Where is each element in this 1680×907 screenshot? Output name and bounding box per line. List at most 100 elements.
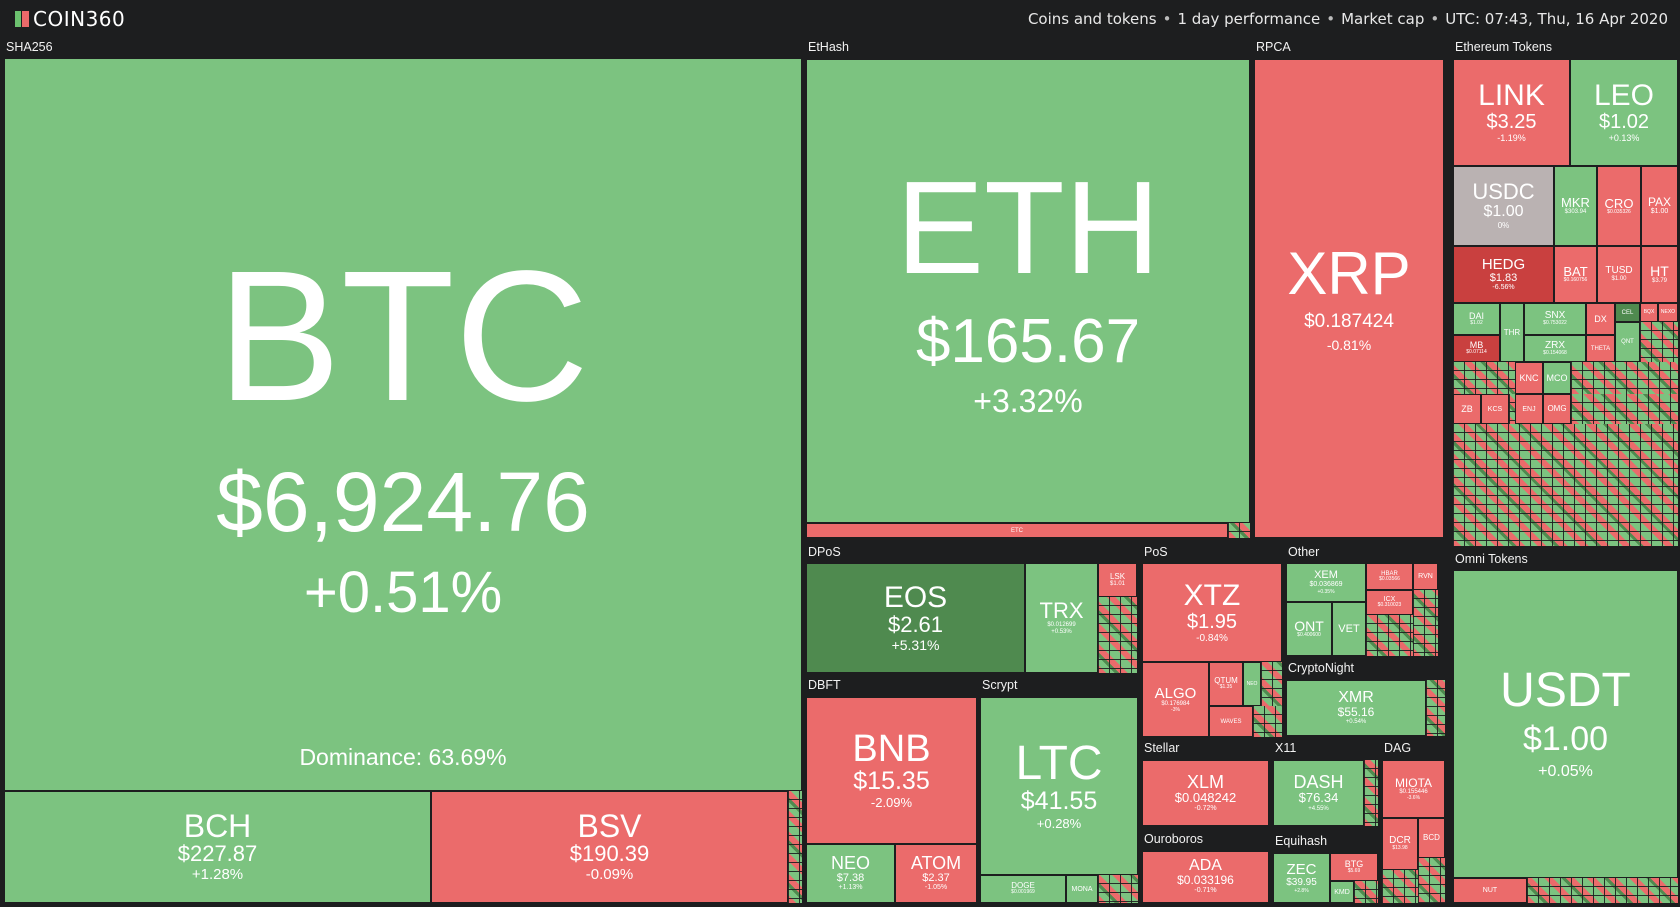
coin-price: $3.79 [1651, 278, 1667, 285]
tile-icx[interactable]: ICX $0.310023 [1366, 590, 1413, 615]
small-coins-other-b[interactable] [1366, 615, 1413, 656]
coin-symbol: VET [1338, 622, 1360, 635]
tile-dx[interactable]: DX [1586, 303, 1615, 335]
small-coins-omni[interactable] [1527, 878, 1678, 903]
small-coins-dpos[interactable] [1098, 597, 1137, 673]
small-coins-pos-a[interactable] [1261, 662, 1282, 706]
coin360-logo[interactable]: COIN360 [15, 7, 125, 31]
tile-usdc[interactable]: USDC $1.00 0% [1453, 166, 1554, 246]
small-coins-other-a[interactable] [1413, 590, 1438, 656]
small-coins-dag-a[interactable] [1418, 858, 1445, 903]
tile-eth[interactable]: ETH $165.67 +3.32% [806, 59, 1250, 523]
tile-algo[interactable]: ALGO $0.176984 -3% [1142, 662, 1209, 737]
small-coins-dag-b[interactable] [1382, 870, 1418, 903]
small-coins-scrypt[interactable] [1098, 875, 1138, 903]
small-coins-eth-tokens-e[interactable] [1571, 394, 1678, 424]
tile-mona[interactable]: MONA [1066, 875, 1098, 903]
tile-btc[interactable]: BTC $6,924.76 +0.51% Dominance: 63.69% [4, 58, 802, 791]
tile-xtz[interactable]: XTZ $1.95 -0.84% [1142, 563, 1282, 662]
tile-trx[interactable]: TRX $0.012699 +0.53% [1025, 563, 1098, 673]
tile-neo-pos[interactable]: NEO [1243, 662, 1261, 706]
tile-kcs[interactable]: KCS [1481, 394, 1509, 424]
tile-tusd[interactable]: TUSD $1.00 [1597, 246, 1641, 303]
tile-leo[interactable]: LEO $1.02 +0.13% [1570, 59, 1678, 166]
coin-symbol: MCO [1546, 372, 1568, 383]
coin-symbol: XTZ [1183, 578, 1241, 612]
small-coins-cryptonight[interactable] [1426, 680, 1445, 736]
coin-price: $1.35 [1219, 684, 1233, 691]
tile-zrx[interactable]: ZRX $0.154068 [1524, 335, 1586, 362]
tile-usdt[interactable]: USDT $1.00 +0.05% [1453, 570, 1678, 878]
tile-bat[interactable]: BAT $0.160756 [1554, 246, 1597, 303]
tile-zb[interactable]: ZB [1453, 394, 1481, 424]
tile-thr[interactable]: THR [1500, 303, 1524, 362]
tile-ont[interactable]: ONT $0.400600 [1286, 602, 1332, 656]
small-coins-x11[interactable] [1364, 760, 1378, 826]
tile-zec[interactable]: ZEC $39.95 +2.8% [1273, 853, 1330, 903]
tile-miota[interactable]: MIOTA $0.155446 -3.6% [1382, 760, 1445, 818]
coin-change: +0.51% [303, 560, 503, 626]
tile-theta[interactable]: THETA [1586, 335, 1615, 362]
tile-nut[interactable]: NUT [1453, 878, 1527, 903]
tile-waves[interactable]: WAVES [1209, 706, 1253, 737]
tile-bnb[interactable]: BNB $15.35 -2.09% [806, 697, 977, 844]
tile-etc[interactable]: ETC [806, 523, 1228, 538]
small-coins-eth-tokens-b[interactable] [1453, 362, 1515, 394]
tile-doge[interactable]: DOGE $0.001969 [980, 875, 1066, 903]
tile-mco[interactable]: MCO [1543, 362, 1571, 394]
tile-xrp[interactable]: XRP $0.187424 -0.81% [1254, 59, 1444, 538]
tile-dcr[interactable]: DCR $13.98 [1382, 818, 1418, 870]
separator-dot: • [1430, 9, 1440, 28]
tile-hedg[interactable]: HEDG $1.83 -6.56% [1453, 246, 1554, 303]
small-coins-sha256[interactable] [788, 791, 802, 903]
tile-enj[interactable]: ENJ [1515, 394, 1543, 424]
small-coins-equihash[interactable] [1354, 881, 1378, 903]
tile-pax[interactable]: PAX $1.00 [1641, 166, 1678, 246]
tile-xlm[interactable]: XLM $0.048242 -0.72% [1142, 760, 1269, 826]
tile-ada[interactable]: ADA $0.033196 -0.71% [1142, 851, 1269, 903]
coin-price: $13.98 [1392, 845, 1408, 852]
coin-symbol: WAVES [1220, 718, 1242, 725]
tile-cel[interactable]: CEL [1615, 303, 1640, 322]
tile-xmr[interactable]: XMR $55.16 +0.54% [1286, 680, 1426, 736]
tile-vet[interactable]: VET [1332, 602, 1366, 656]
tile-btg[interactable]: BTG $5.69 [1330, 853, 1378, 881]
coin-change: +0.28% [1036, 815, 1082, 831]
tile-ht[interactable]: HT $3.79 [1641, 246, 1678, 303]
tile-mkr[interactable]: MKR $303.94 [1554, 166, 1597, 246]
small-coins-ethash[interactable] [1228, 523, 1250, 538]
tile-atom[interactable]: ATOM $2.37 -1.05% [895, 844, 977, 903]
tile-knc[interactable]: KNC [1515, 362, 1543, 394]
tile-nexo[interactable]: NEXO [1658, 303, 1678, 322]
small-coins-eth-tokens-a[interactable] [1640, 322, 1678, 362]
tile-cro[interactable]: CRO $0.035326 [1597, 166, 1641, 246]
filter-period[interactable]: 1 day performance [1177, 9, 1321, 28]
tile-bqx[interactable]: BQX [1640, 303, 1658, 322]
tile-qnt[interactable]: QNT [1615, 322, 1640, 362]
small-coins-eth-tokens-f[interactable] [1453, 424, 1678, 546]
tile-lsk[interactable]: LSK $1.01 [1098, 563, 1137, 597]
tile-ltc[interactable]: LTC $41.55 +0.28% [980, 697, 1138, 875]
tile-bsv[interactable]: BSV $190.39 -0.09% [431, 791, 788, 903]
tile-rvn[interactable]: RVN [1413, 563, 1438, 590]
tile-hbar[interactable]: HBAR $0.03566 [1366, 563, 1413, 590]
tile-bch[interactable]: BCH $227.87 +1.28% [4, 791, 431, 903]
tile-qtum[interactable]: QTUM $1.35 [1209, 662, 1243, 706]
tile-dai[interactable]: DAI $1.02 [1453, 303, 1500, 335]
tile-eos[interactable]: EOS $2.61 +5.31% [806, 563, 1025, 673]
tile-omg[interactable]: OMG [1543, 394, 1571, 424]
coin-change: -0.84% [1196, 632, 1228, 644]
tile-neo[interactable]: NEO $7.38 +1.13% [806, 844, 895, 903]
tile-kmd[interactable]: KMD [1330, 881, 1354, 903]
small-coins-eth-tokens-c[interactable] [1571, 362, 1678, 394]
tile-xem[interactable]: XEM $0.036869 +0.35% [1286, 563, 1366, 602]
small-coins-eth-tokens-d[interactable] [1509, 394, 1515, 424]
tile-bcd[interactable]: BCD [1418, 818, 1445, 858]
tile-mb[interactable]: MB $0.07114 [1453, 335, 1500, 362]
filter-coins-and-tokens[interactable]: Coins and tokens [1027, 9, 1157, 28]
small-coins-pos-b[interactable] [1253, 706, 1282, 737]
tile-dash[interactable]: DASH $76.34 +4.55% [1273, 760, 1364, 826]
filter-size-metric[interactable]: Market cap [1341, 9, 1425, 28]
tile-snx[interactable]: SNX $0.753022 [1524, 303, 1586, 335]
tile-link[interactable]: LINK $3.25 -1.19% [1453, 59, 1570, 166]
